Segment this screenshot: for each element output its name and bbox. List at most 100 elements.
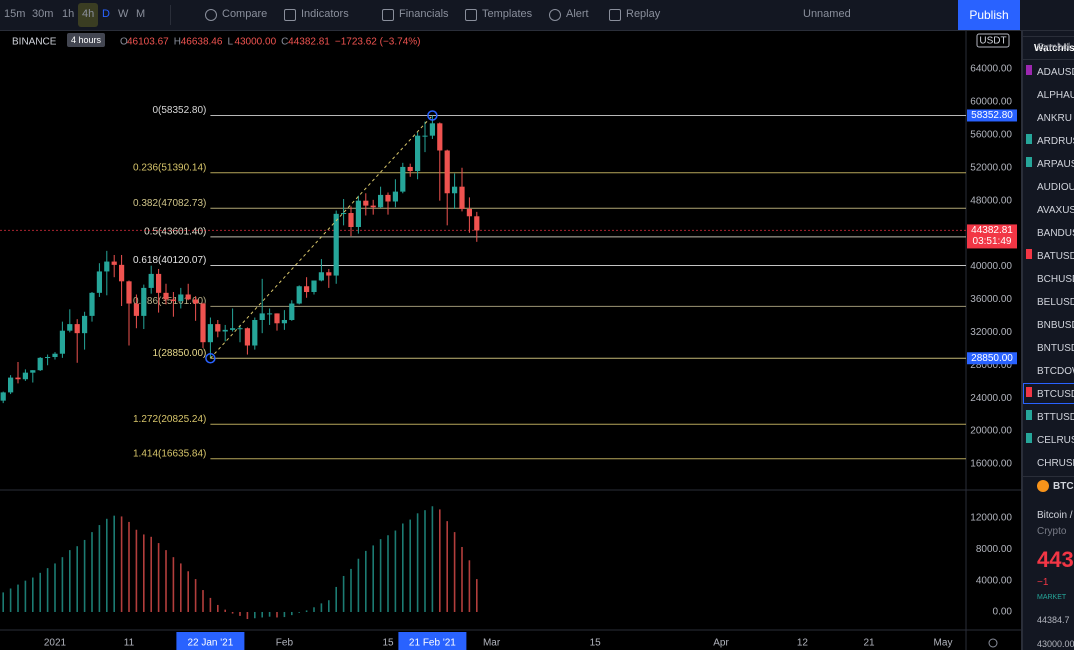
watchlist-symbol[interactable]: ALPHAU: [1037, 90, 1074, 101]
histogram-bar: [342, 575, 345, 612]
candle-body: [163, 292, 169, 300]
interval-button[interactable]: D: [102, 8, 110, 20]
candle-body: [459, 186, 465, 209]
watchlist-symbol[interactable]: BTTUSD: [1037, 412, 1074, 423]
candle-body: [237, 328, 243, 330]
y-tick-label: 4000.00: [976, 575, 1013, 586]
candle-body: [111, 261, 117, 265]
chart: BINANCE O 46103.67 H 46638.46 L 43000.00 C 44382…: [0, 30, 1021, 650]
candle-body: [230, 328, 236, 330]
interval-button[interactable]: W: [118, 8, 129, 20]
candle-body: [15, 377, 21, 380]
watchlist-symbol[interactable]: BANDUS: [1037, 228, 1074, 239]
watchlist-symbol[interactable]: BELUSD: [1037, 297, 1074, 308]
toolbar-icon: [205, 9, 217, 21]
histogram-bar: [157, 543, 160, 612]
candle-body: [252, 319, 258, 346]
histogram-bar: [446, 521, 448, 612]
histogram-bar: [335, 586, 337, 612]
histogram-bar: [187, 571, 189, 612]
candle-body: [355, 200, 361, 228]
histogram-bar: [409, 519, 411, 612]
candle-body: [370, 205, 376, 208]
publish-button[interactable]: Publish: [958, 0, 1020, 30]
histogram-bar: [61, 557, 64, 612]
interval-button[interactable]: M: [136, 8, 146, 20]
watchlist-symbol[interactable]: CHRUSD: [1037, 458, 1074, 469]
candle-body: [207, 324, 213, 343]
histogram-bar: [476, 579, 478, 612]
candle-body: [8, 377, 14, 393]
candle-body: [82, 315, 88, 334]
candle-body: [37, 357, 43, 371]
candle-body: [215, 324, 221, 332]
watchlist-symbol[interactable]: BCHUSD: [1037, 274, 1074, 285]
candle-body: [348, 213, 354, 228]
currency: USDT: [979, 36, 1006, 47]
watchlist-symbol[interactable]: BATUSD: [1037, 251, 1074, 262]
candle-body: [304, 286, 310, 293]
candle-body: [392, 191, 398, 202]
price-marker-label: 58352.80: [971, 110, 1013, 121]
ohlc-value: 44382.81: [288, 37, 330, 48]
candle-body: [415, 135, 421, 172]
interval-button[interactable]: 15m: [4, 8, 26, 20]
fib-label: 0.786(35161.60): [133, 296, 206, 307]
histogram-bar: [9, 588, 12, 612]
x-tick-label: 12: [797, 638, 809, 649]
layout-name[interactable]: Unnamed: [803, 8, 851, 20]
watchlist-symbol[interactable]: CELRUS: [1037, 435, 1074, 446]
ohlc-key: O: [120, 37, 128, 48]
watchlist-symbol[interactable]: AUDIOU: [1037, 182, 1074, 193]
y-tick-label: 16000.00: [970, 459, 1012, 470]
ohlc-value: 46103.67: [127, 37, 169, 48]
candle-body: [178, 294, 184, 302]
histogram-bar: [268, 611, 271, 617]
x-tick-label: 15: [590, 638, 602, 649]
histogram-bar: [76, 546, 78, 612]
interval-button[interactable]: 30m: [32, 8, 54, 20]
price-marker: [967, 352, 1017, 365]
toolbar-icon: [284, 9, 296, 21]
toolbar-button[interactable]: Financials: [399, 8, 449, 20]
y-tick-label: 20000.00: [970, 426, 1012, 437]
candle-body: [311, 280, 317, 293]
watchlist-symbol[interactable]: BTCDOW: [1037, 366, 1074, 377]
ohlc-value: 46638.46: [181, 37, 223, 48]
candle-body: [289, 303, 295, 320]
candle-body: [96, 271, 102, 293]
toolbar-button[interactable]: Alert: [566, 8, 589, 20]
watchlist-symbol[interactable]: ADAUSD: [1037, 67, 1074, 78]
histogram-bar: [106, 518, 108, 612]
row-flag: #f23645: [1026, 249, 1032, 259]
watchlist-symbol[interactable]: AVAXUS: [1037, 205, 1074, 216]
watchlist-symbol[interactable]: ARPAUS: [1037, 159, 1074, 170]
candle-body: [333, 213, 339, 276]
watchlist-symbol[interactable]: ARDRUS: [1037, 136, 1074, 147]
candle-body: [429, 123, 435, 136]
toolbar-button[interactable]: Indicators: [301, 8, 349, 20]
watchlist-symbol[interactable]: BNBUSD: [1037, 320, 1074, 331]
coin-icon: [1037, 480, 1049, 492]
fib-label: 0.618(40120.07): [133, 255, 206, 266]
watchlist-symbol[interactable]: ANKRU: [1037, 113, 1073, 124]
histogram-bar: [291, 611, 293, 616]
histogram-bar: [32, 577, 34, 612]
detail-kind: Crypto: [1037, 526, 1067, 537]
watchlist-symbol[interactable]: BTCUSD: [1037, 389, 1074, 400]
candle-body: [444, 150, 450, 194]
histogram-bar: [283, 611, 286, 618]
toolbar-button[interactable]: Templates: [482, 8, 533, 20]
candle-body: [119, 264, 125, 282]
histogram-bar: [350, 568, 352, 612]
toolbar-button[interactable]: Compare: [222, 8, 268, 20]
interval-button[interactable]: 1h: [62, 8, 75, 20]
candle-body: [74, 324, 80, 334]
histogram-bar: [468, 560, 471, 612]
fib-label: 0.5(43601.40): [144, 227, 206, 238]
interval-button[interactable]: 4h: [82, 8, 95, 20]
watchlist-symbol[interactable]: BNTUSD: [1037, 343, 1074, 354]
toolbar-button[interactable]: Replay: [626, 8, 661, 20]
histogram-bar: [120, 516, 123, 612]
